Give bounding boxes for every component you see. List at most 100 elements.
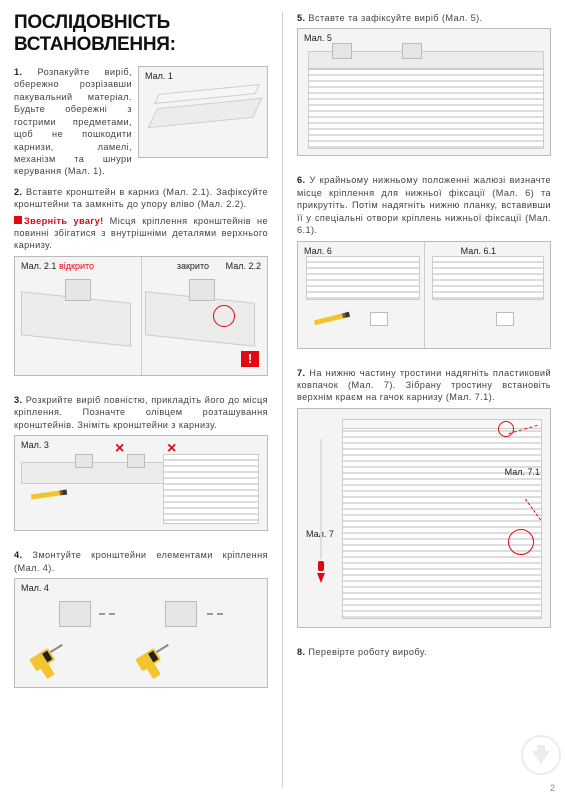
fig6-blinds-left-icon <box>306 256 420 300</box>
step-2-text: 2. Вставте кронштейн в карниз (Мал. 2.1)… <box>14 186 268 211</box>
fig2-divider-icon <box>141 257 142 375</box>
step-6-num: 6. <box>297 175 305 185</box>
page-number: 2 <box>550 783 555 793</box>
wand-cap-icon <box>318 561 324 571</box>
fig2-circle-icon <box>213 305 235 327</box>
figure-4-label: Мал. 4 <box>21 583 49 593</box>
figure-7-1-label: Мал. 7.1 <box>505 467 540 477</box>
step-8-body: Перевірте роботу виробу. <box>308 647 427 657</box>
step-8-text: 8. Перевірте роботу виробу. <box>297 646 551 658</box>
fig3-rail-icon <box>21 462 181 484</box>
step-7-body: На нижню частину тростини надягніть плас… <box>297 368 551 403</box>
download-watermark-icon <box>521 735 561 775</box>
step-3-num: 3. <box>14 395 22 405</box>
figure-5-label: Мал. 5 <box>304 33 332 43</box>
wand-icon <box>320 439 322 559</box>
figure-5: Мал. 5 <box>297 28 551 156</box>
step-5-num: 5. <box>297 13 305 23</box>
figure-3: Мал. 3 × × <box>14 435 268 531</box>
right-column: 5. Вставте та зафіксуйте виріб (Мал. 5).… <box>297 12 551 787</box>
step-6-body: У крайньому нижньому положенні жалюзі ви… <box>297 175 551 235</box>
fig5-bracket1-icon <box>332 43 352 59</box>
step-8: 8. Перевірте роботу виробу. <box>297 646 551 658</box>
fig3-blinds-icon <box>163 454 259 524</box>
fig7-blinds-icon <box>342 419 542 619</box>
fig6-blinds-right-icon <box>432 256 544 300</box>
pencil-icon <box>31 490 67 500</box>
fig6-pencil-icon <box>314 311 350 325</box>
fig7-circle2-icon <box>508 529 534 555</box>
warning-square-icon <box>14 216 22 224</box>
step-4-num: 4. <box>14 550 22 560</box>
step-1: 1. Розпакуйте виріб, обережно розрізавши… <box>14 66 268 178</box>
drill-1-icon <box>29 638 77 681</box>
step-2: 2. Вставте кронштейн в карниз (Мал. 2.1)… <box>14 186 268 386</box>
fig5-bracket2-icon <box>402 43 422 59</box>
drill-2-icon <box>135 638 183 681</box>
screw1-icon <box>99 613 105 615</box>
page-title: ПОСЛІДОВНІСТЬ ВСТАНОВЛЕННЯ: <box>14 12 268 56</box>
fig3-bracket2-icon <box>127 454 145 468</box>
step-6: 6. У крайньому нижньому положенні жалюзі… <box>297 174 551 358</box>
warning-label: Зверніть увагу! <box>24 216 104 226</box>
fig6-clip-icon <box>370 312 388 326</box>
figure-6: Мал. 6 Мал. 6.1 <box>297 241 551 349</box>
left-column: ПОСЛІДОВНІСТЬ ВСТАНОВЛЕННЯ: 1. Розпакуйт… <box>14 12 268 787</box>
fig7-circle1-icon <box>498 421 514 437</box>
fig6-divider-icon <box>424 242 425 348</box>
fig4-bracket2-icon <box>165 601 197 627</box>
step-2-num: 2. <box>14 187 22 197</box>
screw3-icon <box>207 613 213 615</box>
step-3-text: 3. Розкрийте виріб повністю, прикладіть … <box>14 394 268 431</box>
step-1-text: 1. Розпакуйте виріб, обережно розрізавши… <box>14 66 132 178</box>
step-4-text: 4. Змонтуйте кронштейни елементами кріпл… <box>14 549 268 574</box>
fig2-bracket-left-icon <box>65 279 91 301</box>
page-container: ПОСЛІДОВНІСТЬ ВСТАНОВЛЕННЯ: 1. Розпакуйт… <box>0 0 565 799</box>
xmark-1-icon: × <box>115 440 124 458</box>
drill-bit2-icon <box>156 644 169 653</box>
figure-2: Мал. 2.1 відкрито закрито Мал. 2.2 ! <box>14 256 268 376</box>
step-3: 3. Розкрийте виріб повністю, прикладіть … <box>14 394 268 541</box>
step-6-text: 6. У крайньому нижньому положенні жалюзі… <box>297 174 551 236</box>
figure-4: Мал. 4 <box>14 578 268 688</box>
step-1-num: 1. <box>14 67 22 77</box>
step-7: 7. На нижню частину тростини надягніть п… <box>297 367 551 638</box>
step-1-body: Розпакуйте виріб, обережно розрізавши па… <box>14 67 132 176</box>
step-8-num: 8. <box>297 647 305 657</box>
step-4-body: Змонтуйте кронштейни елементами кріпленн… <box>14 550 268 572</box>
step-1-row: 1. Розпакуйте виріб, обережно розрізавши… <box>14 66 268 178</box>
step-2-body: Вставте кронштейн в карниз (Мал. 2.1). З… <box>14 187 268 209</box>
step-7-text: 7. На нижню частину тростини надягніть п… <box>297 367 551 404</box>
figure-2-open: відкрито <box>59 261 94 271</box>
xmark-2-icon: × <box>167 440 176 458</box>
fig6-clip2-icon <box>496 312 514 326</box>
drill-handle2-icon <box>146 662 161 679</box>
drill-handle-icon <box>40 662 55 679</box>
figure-2-2-label: Мал. 2.2 <box>226 261 261 271</box>
figure-3-label: Мал. 3 <box>21 440 49 450</box>
step-2-warning: Зверніть увагу! Місця кріплення кронштей… <box>14 215 268 252</box>
step-5-text: 5. Вставте та зафіксуйте виріб (Мал. 5). <box>297 12 551 24</box>
step-7-num: 7. <box>297 368 305 378</box>
step-3-body: Розкрийте виріб повністю, прикладіть йог… <box>14 395 268 430</box>
step-5: 5. Вставте та зафіксуйте виріб (Мал. 5).… <box>297 12 551 166</box>
fig4-bracket1-icon <box>59 601 91 627</box>
figure-1-label: Мал. 1 <box>145 71 173 81</box>
step-5-body: Вставте та зафіксуйте виріб (Мал. 5). <box>308 13 482 23</box>
wand-arrow-icon <box>317 573 325 583</box>
figure-2-1-label: Мал. 2.1 <box>21 261 56 271</box>
column-divider <box>282 12 283 787</box>
figure-7: Мал. 7 Мал. 7.1 <box>297 408 551 628</box>
download-stem-icon <box>537 745 545 755</box>
figure-6-1-label: Мал. 6.1 <box>461 246 496 256</box>
screw4-icon <box>217 613 223 615</box>
figure-6-label: Мал. 6 <box>304 246 332 256</box>
fig3-bracket1-icon <box>75 454 93 468</box>
fig5-blinds-icon <box>308 69 544 149</box>
step-4: 4. Змонтуйте кронштейни елементами кріпл… <box>14 549 268 698</box>
drill-bit-icon <box>50 644 63 653</box>
alert-icon: ! <box>241 351 259 367</box>
figure-1: Мал. 1 <box>138 66 268 158</box>
fig2-bracket-right-icon <box>189 279 215 301</box>
figure-2-closed: закрито <box>177 261 209 271</box>
